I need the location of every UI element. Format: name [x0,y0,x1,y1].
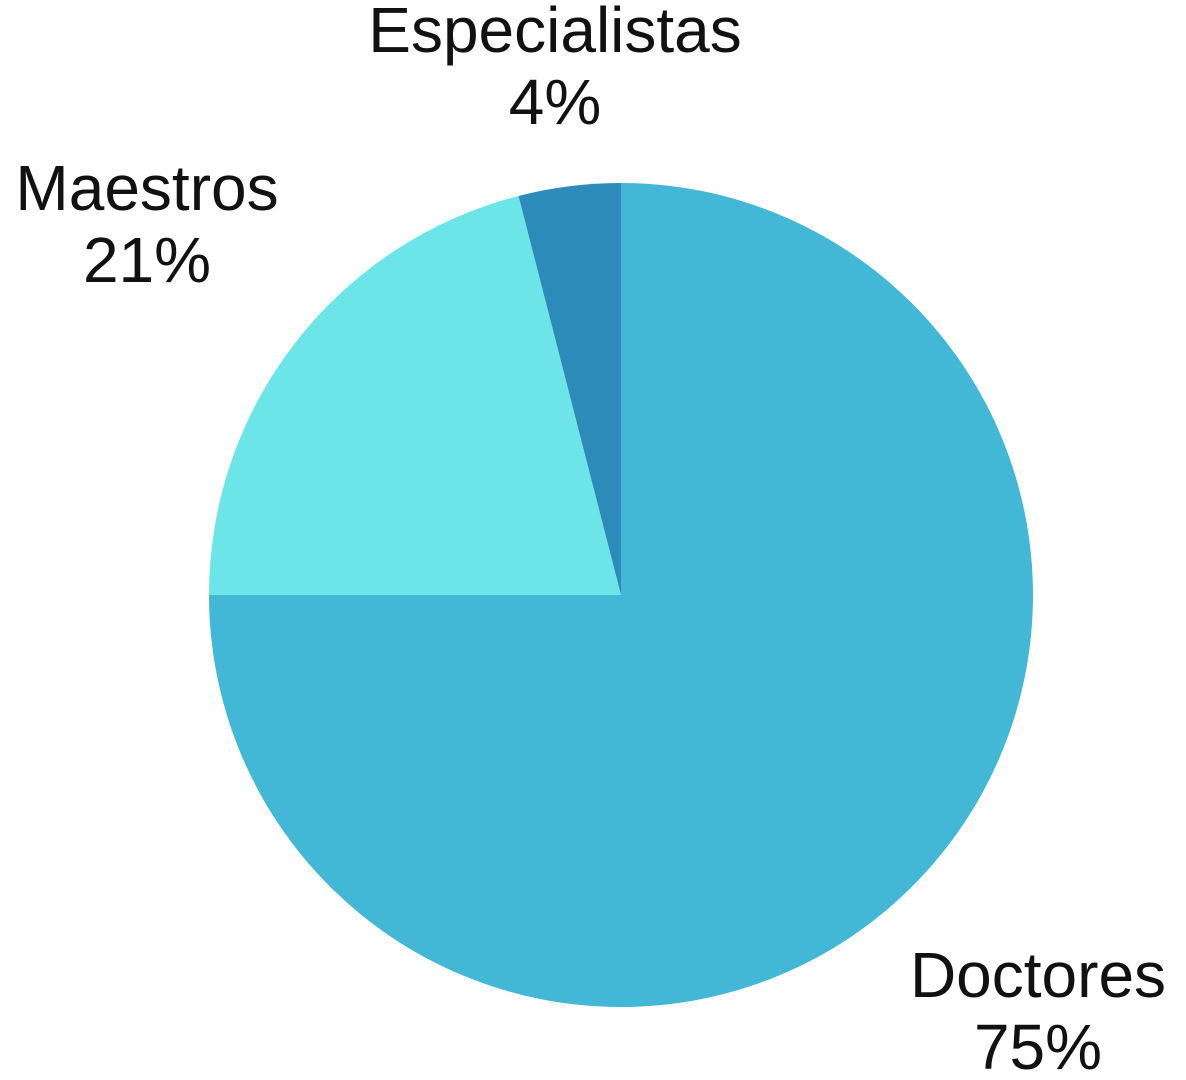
pie-slice-especialistas [518,183,621,595]
pie-slice-maestros [209,195,621,596]
slice-name-label: Maestros [15,152,278,224]
slice-name-label: Especialistas [368,0,742,66]
slice-name-label: Doctores [910,939,1166,1011]
slice-value-label: 21% [83,224,211,296]
slice-value-label: 75% [974,1011,1102,1080]
slice-value-label: 4% [509,66,602,138]
pie-slices [209,183,1033,1007]
